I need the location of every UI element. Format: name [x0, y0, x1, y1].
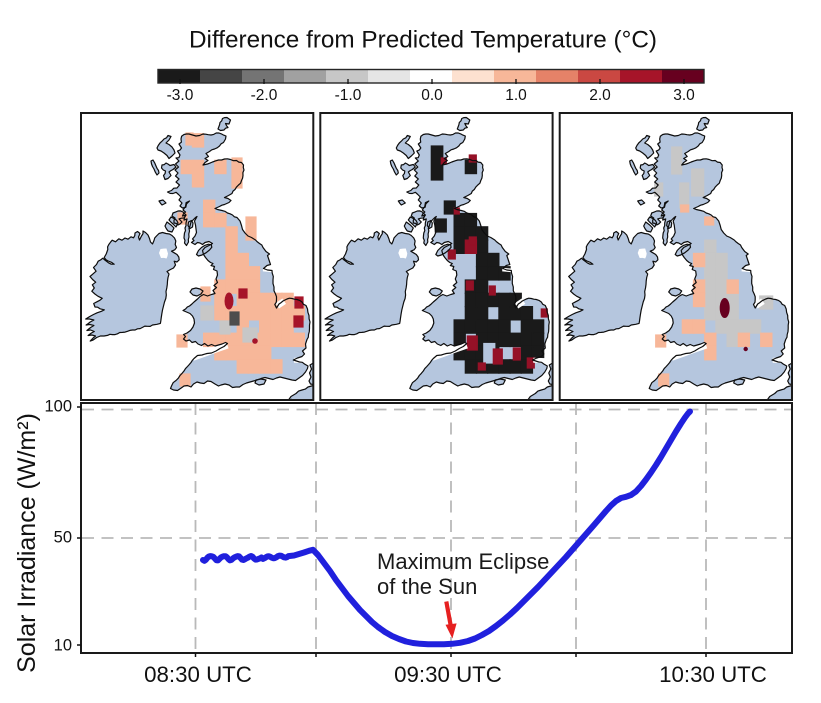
svg-text:-3.0: -3.0: [167, 87, 194, 104]
svg-text:Maximum Eclipse: Maximum Eclipse: [377, 549, 549, 574]
svg-text:50: 50: [54, 529, 72, 547]
svg-text:100: 100: [44, 398, 72, 416]
svg-text:08:30 UTC: 08:30 UTC: [144, 662, 252, 687]
svg-text:Solar Irradiance (W/m²): Solar Irradiance (W/m²): [13, 413, 41, 673]
svg-text:0.0: 0.0: [421, 87, 443, 104]
svg-text:09:30 UTC: 09:30 UTC: [394, 662, 502, 687]
svg-text:of the Sun: of the Sun: [377, 574, 477, 599]
svg-text:2.0: 2.0: [589, 87, 611, 104]
svg-text:10: 10: [54, 637, 72, 655]
svg-text:3.0: 3.0: [673, 87, 695, 104]
svg-text:1.0: 1.0: [505, 87, 527, 104]
svg-text:Difference from Predicted Temp: Difference from Predicted Temperature (°…: [189, 27, 657, 54]
svg-text:10:30 UTC: 10:30 UTC: [659, 662, 767, 687]
svg-text:-1.0: -1.0: [335, 87, 362, 104]
svg-text:-2.0: -2.0: [251, 87, 278, 104]
